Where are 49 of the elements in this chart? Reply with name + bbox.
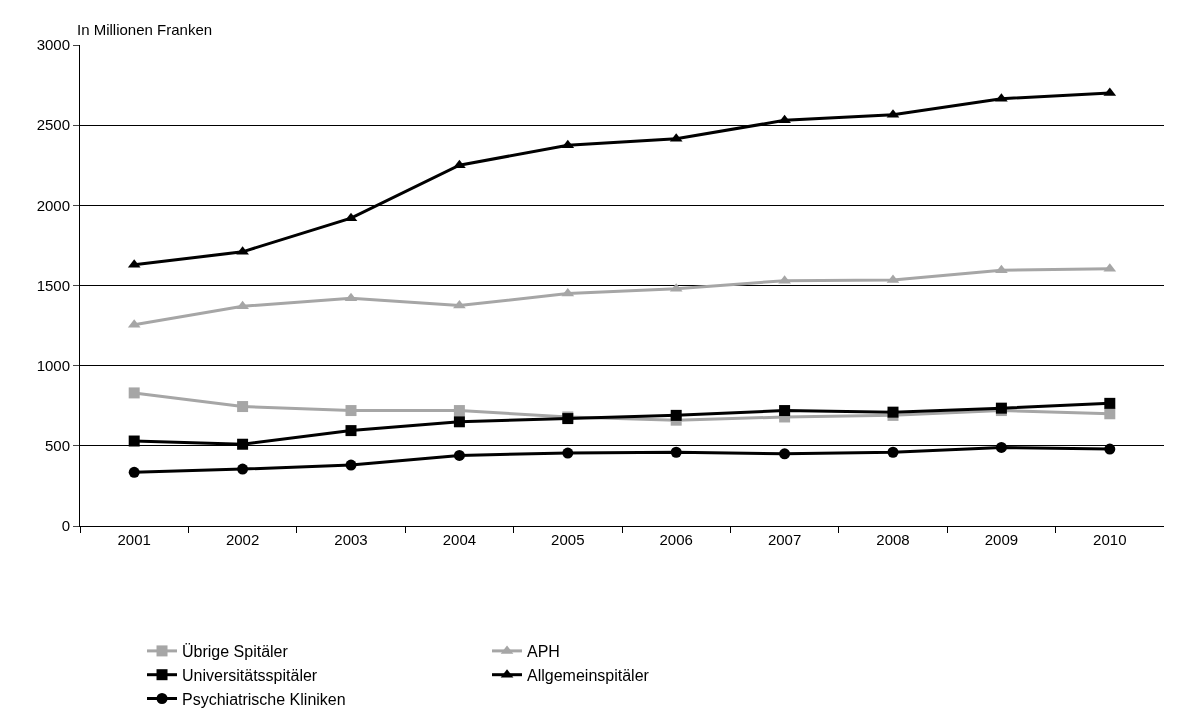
point xyxy=(779,448,791,460)
y-tick-label: 0 xyxy=(61,517,70,535)
x-tick-label: 2006 xyxy=(659,531,693,548)
point xyxy=(344,292,358,302)
y-tick-label: 2500 xyxy=(36,116,70,134)
x-tick-label: 2010 xyxy=(1093,531,1127,548)
point xyxy=(1104,443,1116,455)
point xyxy=(237,463,249,475)
legend-label: Psychiatrische Kliniken xyxy=(182,690,346,708)
point xyxy=(1104,408,1116,420)
point xyxy=(670,409,682,421)
y-tick-label: 1000 xyxy=(36,356,70,374)
x-tick-label: 2007 xyxy=(767,531,802,548)
point xyxy=(453,449,465,461)
legend-label: Universitätsspitäler xyxy=(182,666,318,684)
point xyxy=(128,387,140,399)
point xyxy=(236,300,249,310)
point xyxy=(778,114,791,124)
x-tick-label: 2008 xyxy=(876,531,910,548)
legend-label: APH xyxy=(527,643,560,661)
point xyxy=(779,405,791,417)
point xyxy=(237,438,249,450)
point xyxy=(995,264,1008,274)
x-tick-label: 2004 xyxy=(442,531,477,548)
y-tick-label: 3000 xyxy=(36,36,70,54)
x-tick-label: 2003 xyxy=(334,531,368,548)
x-tick-label: 2001 xyxy=(117,531,151,548)
point xyxy=(670,446,682,458)
point xyxy=(887,446,899,458)
x-tick-label: 2002 xyxy=(225,531,260,548)
point xyxy=(453,416,465,428)
y-axis-title: In Millionen Franken xyxy=(77,21,213,38)
y-tick-label: 2000 xyxy=(36,196,70,214)
point xyxy=(237,401,249,413)
x-tick-label: 2005 xyxy=(551,531,585,548)
legend-label: Übrige Spitäler xyxy=(182,643,289,661)
point xyxy=(128,466,140,478)
y-tick-label: 1500 xyxy=(36,276,70,294)
point xyxy=(1104,397,1116,409)
point xyxy=(128,435,140,447)
point xyxy=(995,441,1007,453)
point xyxy=(345,405,357,417)
x-tick-label: 2009 xyxy=(984,531,1019,548)
legend-label: Allgemeinspitäler xyxy=(527,666,650,684)
point xyxy=(562,447,574,459)
point xyxy=(453,405,465,417)
y-tick-label: 500 xyxy=(44,437,70,455)
point xyxy=(345,425,357,437)
point xyxy=(345,459,357,471)
